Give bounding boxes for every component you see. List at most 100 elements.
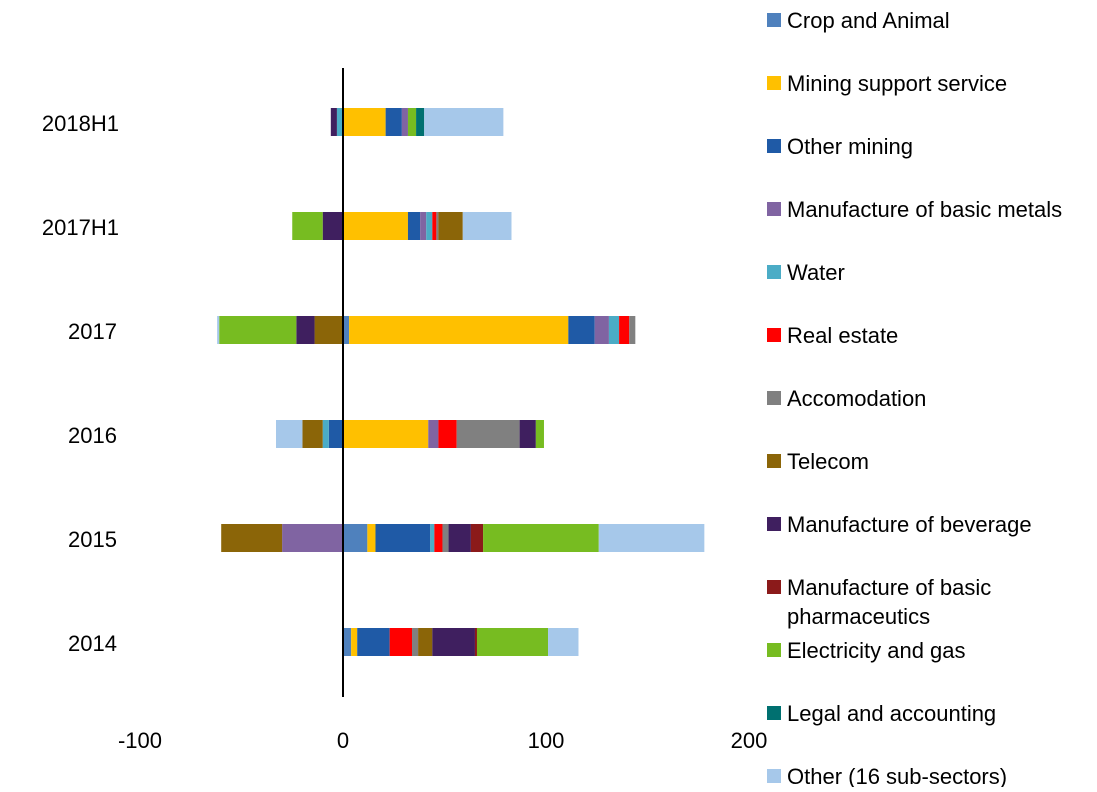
bar-2014-other-16-sub-sectors [548, 628, 579, 656]
bar-2017-telecom [314, 316, 343, 344]
bar-2015-other-mining [375, 524, 431, 552]
legend-label-line: Manufacture of basic [787, 575, 991, 600]
bar-2018h1-water [336, 108, 343, 136]
legend-label: Manufacture of beverage [787, 512, 1032, 537]
bar-2016-manufacture-of-basic-metals [428, 420, 439, 448]
legend-swatch [767, 202, 781, 216]
legend-label-line: Mining support service [787, 71, 1007, 96]
legend-label: Other (16 sub-sectors) [787, 764, 1007, 787]
legend-label-line: Water [787, 260, 845, 285]
legend-label: Telecom [787, 449, 869, 474]
bar-2015-accomodation [442, 524, 449, 552]
legend-label: Legal and accounting [787, 701, 996, 726]
category-label: 2015 [68, 527, 117, 552]
bar-2014-real-estate [389, 628, 413, 656]
bar-2017-manufacture-of-beverage [296, 316, 315, 344]
bar-2017h1-other-mining [407, 212, 421, 240]
bar-2018h1-legal-and-accounting [416, 108, 425, 136]
bar-2015-manufacture-of-beverage [448, 524, 471, 552]
category-label: 2016 [68, 423, 117, 448]
legend-label-line: Manufacture of beverage [787, 512, 1032, 537]
bar-2016-other-16-sub-sectors [276, 420, 303, 448]
bar-2017-other-16-sub-sectors [217, 316, 220, 344]
legend-label: Mining support service [787, 71, 1007, 96]
bar-2015-manufacture-of-basic-metals [282, 524, 343, 552]
legend-swatch [767, 328, 781, 342]
category-label: 2014 [68, 631, 117, 656]
bar-2017h1-manufacture-of-basic-metals [420, 212, 427, 240]
legend-label: Electricity and gas [787, 638, 966, 663]
bar-2018h1-other-16-sub-sectors [424, 108, 504, 136]
legend-label: Accomodation [787, 386, 926, 411]
bar-2017-mining-support-service [349, 316, 569, 344]
legend-label: Water [787, 260, 845, 285]
bar-2016-mining-support-service [343, 420, 429, 448]
bar-2017h1-telecom [438, 212, 463, 240]
bar-2016-manufacture-of-beverage [519, 420, 536, 448]
bar-2015-manufacture-of-basic-pharmaceutics [470, 524, 484, 552]
x-tick-label: -100 [118, 728, 162, 753]
legend-swatch [767, 76, 781, 90]
bar-2014-telecom [418, 628, 433, 656]
bar-2017h1-manufacture-of-beverage [322, 212, 343, 240]
bar-2014-crop-and-animal [343, 628, 352, 656]
bar-2018h1-manufacture-of-beverage [330, 108, 337, 136]
bar-2018h1-mining-support-service [343, 108, 386, 136]
x-tick-label: 100 [528, 728, 565, 753]
bar-2016-water [322, 420, 329, 448]
legend-label-line: Accomodation [787, 386, 926, 411]
legend-label-line: pharmaceutics [787, 604, 930, 629]
bar-2016-other-mining [328, 420, 343, 448]
bar-2017-real-estate [619, 316, 630, 344]
legend-swatch [767, 265, 781, 279]
bar-2015-telecom [221, 524, 283, 552]
legend-swatch [767, 643, 781, 657]
bar-2014-electricity-and-gas [476, 628, 549, 656]
x-tick-label: 200 [731, 728, 768, 753]
legend-label-line: Manufacture of basic metals [787, 197, 1062, 222]
bar-2018h1-electricity-and-gas [407, 108, 417, 136]
bar-2014-manufacture-of-basic-pharmaceutics [474, 628, 477, 656]
legend-label-line: Crop and Animal [787, 8, 950, 33]
bar-2015-mining-support-service [367, 524, 376, 552]
legend-label: Other mining [787, 134, 913, 159]
bar-2016-telecom [302, 420, 323, 448]
bar-2018h1-other-mining [385, 108, 402, 136]
legend-label: Crop and Animal [787, 8, 950, 33]
bar-2017h1-real-estate [432, 212, 437, 240]
bar-2017h1-electricity-and-gas [292, 212, 323, 240]
bar-2015-other-16-sub-sectors [598, 524, 705, 552]
bar-2017-crop-and-animal [343, 316, 350, 344]
bar-2015-electricity-and-gas [483, 524, 599, 552]
legend-swatch [767, 706, 781, 720]
bar-2017-accomodation [629, 316, 636, 344]
bar-2017-water [608, 316, 620, 344]
bar-2015-crop-and-animal [343, 524, 368, 552]
bar-2017-electricity-and-gas [219, 316, 297, 344]
legend-label-line: Legal and accounting [787, 701, 996, 726]
bar-2017h1-other-16-sub-sectors [462, 212, 512, 240]
legend-swatch [767, 13, 781, 27]
bar-2017-other-mining [568, 316, 595, 344]
bar-2014-accomodation [412, 628, 419, 656]
bar-2014-mining-support-service [351, 628, 358, 656]
bar-2018h1-manufacture-of-basic-metals [401, 108, 408, 136]
category-label: 2017 [68, 319, 117, 344]
legend-swatch [767, 517, 781, 531]
legend-swatch [767, 391, 781, 405]
bar-2016-electricity-and-gas [535, 420, 544, 448]
category-label: 2017H1 [42, 215, 119, 240]
bar-2015-real-estate [434, 524, 443, 552]
bar-2017h1-accomodation [436, 212, 439, 240]
bar-2017h1-water [426, 212, 433, 240]
legend-label-line: Other (16 sub-sectors) [787, 764, 1007, 787]
bar-2017h1-mining-support-service [343, 212, 408, 240]
legend-label-line: Telecom [787, 449, 869, 474]
bar-2016-accomodation [456, 420, 520, 448]
bar-2014-other-mining [357, 628, 390, 656]
bar-2015-water [430, 524, 435, 552]
bars [217, 108, 705, 656]
legend-label-line: Real estate [787, 323, 898, 348]
legend-label-line: Electricity and gas [787, 638, 966, 663]
